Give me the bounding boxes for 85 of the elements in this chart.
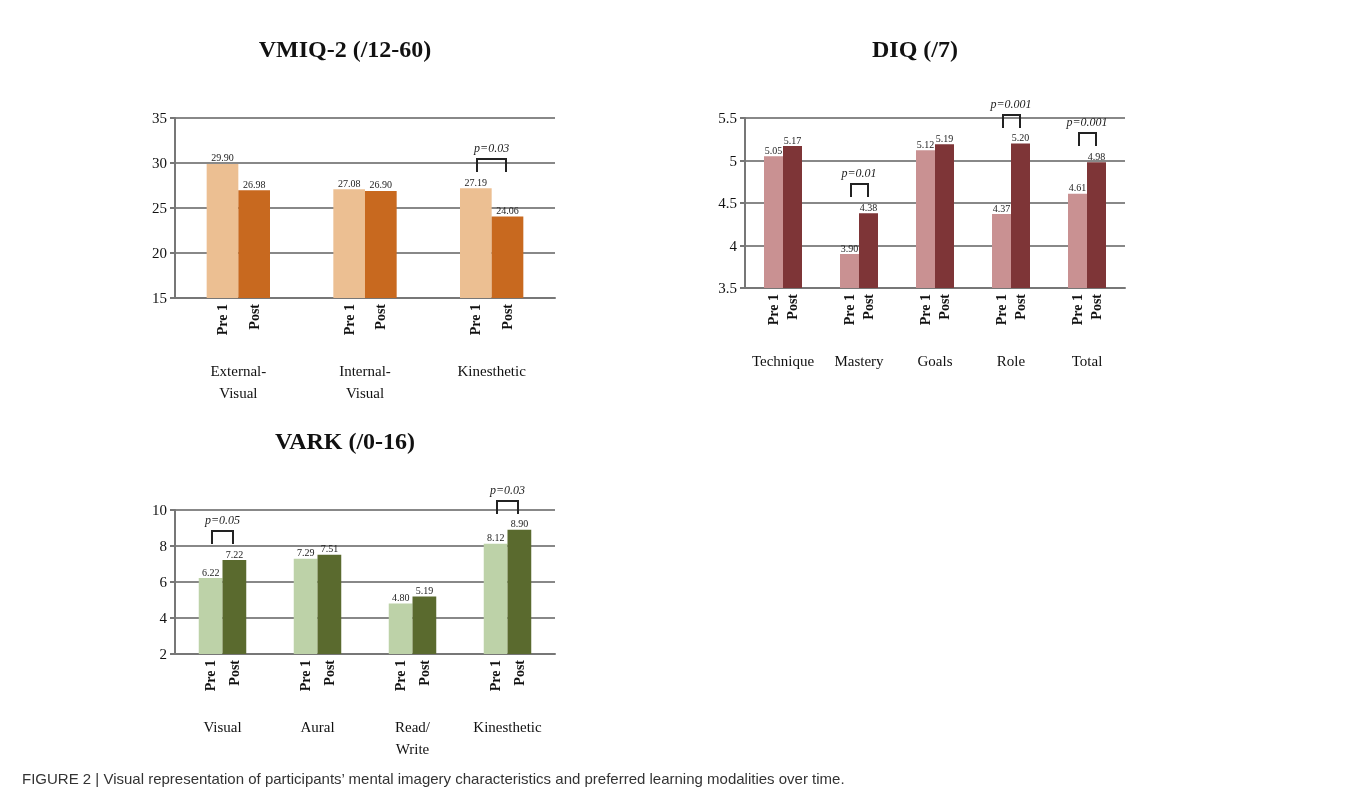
data-label: 6.22 (201, 566, 220, 578)
x-tick-label: External- Visual (210, 363, 267, 401)
chart-title: VMIQ-2 (/12-60) (258, 36, 432, 62)
data-label: 4.61 (1068, 182, 1087, 194)
x-tick-label: Role (996, 353, 1026, 369)
annotation: p=0.01 (841, 166, 877, 182)
data-label: 27.19 (464, 176, 488, 188)
text: Pre 1 (488, 660, 504, 692)
x-tick-label: Total (1071, 353, 1103, 369)
text: Post (511, 660, 527, 686)
text: Post (1013, 294, 1028, 320)
text: Pre 1 (1070, 294, 1085, 326)
data-label: 4.98 (1087, 150, 1106, 162)
x-tick-label: Mastery (834, 353, 885, 369)
data-label: 7.51 (320, 543, 339, 555)
x-tick-label: Kinesthetic (457, 363, 527, 379)
data-label: 29.90 (211, 152, 234, 164)
text: Pre 1 (203, 660, 219, 692)
data-label: 4.37 (992, 202, 1011, 214)
data-label: 26.98 (242, 178, 266, 190)
data-label: 4.38 (859, 201, 878, 213)
annotation: p=0.03 (474, 141, 510, 157)
text: Post (226, 659, 242, 686)
text: Pre 1 (298, 660, 314, 692)
text: Pre 1 (918, 294, 933, 326)
text: Post (246, 303, 262, 330)
y-tick-label: 4 (729, 237, 738, 254)
text: Post (937, 294, 952, 320)
y-tick-label: 25 (152, 200, 167, 216)
y-tick-label: 4.5 (718, 195, 737, 211)
data-label: 8.12 (486, 532, 505, 544)
text: Pre 1 (393, 660, 409, 692)
data-label: 7.22 (225, 548, 244, 560)
data-label: 27.08 (337, 177, 361, 189)
x-tick-label: Technique (751, 353, 815, 369)
text: Pre 1 (994, 294, 1009, 326)
y-tick-label: 4 (159, 610, 168, 626)
text: Pre 1 (341, 304, 357, 336)
y-tick-label: 5 (729, 152, 737, 169)
data-label: 5.17 (783, 134, 802, 146)
annotation: p=0.05 (204, 513, 241, 529)
text: Post (1089, 294, 1104, 320)
y-tick-label: 20 (152, 245, 167, 261)
data-label: 5.19 (415, 585, 434, 597)
data-label: 24.06 (496, 204, 519, 216)
text: Post (500, 304, 515, 330)
text: Post (321, 660, 337, 686)
annotation: p=0.001 (1066, 115, 1108, 131)
data-label: 4.80 (391, 592, 410, 604)
text: Pre 1 (766, 294, 781, 326)
x-tick-label: Internal- Visual (339, 363, 391, 401)
y-tick-label: 6 (159, 574, 168, 590)
x-tick-label: Aural (300, 719, 335, 735)
x-tick-label: Kinesthetic (473, 719, 542, 735)
y-tick-label: 15 (152, 290, 167, 306)
y-tick-label: 35 (152, 110, 167, 126)
annotation: p=0.001 (990, 96, 1032, 112)
data-label: 8.90 (510, 518, 529, 530)
text: Pre 1 (215, 304, 230, 336)
y-tick-label: 5.5 (718, 110, 737, 126)
x-tick-label: Read/ Write (395, 719, 431, 757)
text: Post (861, 294, 876, 320)
text: Pre 1 (842, 294, 857, 326)
data-label: 5.05 (764, 144, 783, 156)
chart-title: DIQ (/7) (872, 36, 958, 62)
text: Pre 1 (468, 304, 484, 336)
y-tick-label: 3.5 (718, 280, 737, 296)
data-label: 5.20 (1011, 132, 1030, 143)
y-tick-label: 30 (152, 155, 167, 171)
data-label: 5.12 (916, 138, 935, 150)
chart-title: VARK (/0-16) (274, 428, 416, 454)
data-label: 7.29 (296, 547, 315, 559)
y-tick-label: 2 (159, 646, 167, 662)
data-label: 3.90 (840, 242, 859, 254)
y-tick-label: 8 (159, 538, 167, 554)
caption: FIGURE 2 | Visual representation of participants’ mental imagery characteristics and preferred learning modalities over time. (22, 770, 846, 787)
text: Post (785, 293, 800, 320)
x-tick-label: Goals (917, 353, 953, 369)
annotation: p=0.03 (489, 482, 526, 498)
data-label: 26.90 (369, 179, 393, 191)
text: Post (416, 660, 432, 686)
data-label: 5.19 (935, 132, 954, 144)
text: Post (373, 304, 389, 330)
y-tick-label: 10 (152, 502, 167, 518)
x-tick-label: Visual (203, 719, 242, 735)
